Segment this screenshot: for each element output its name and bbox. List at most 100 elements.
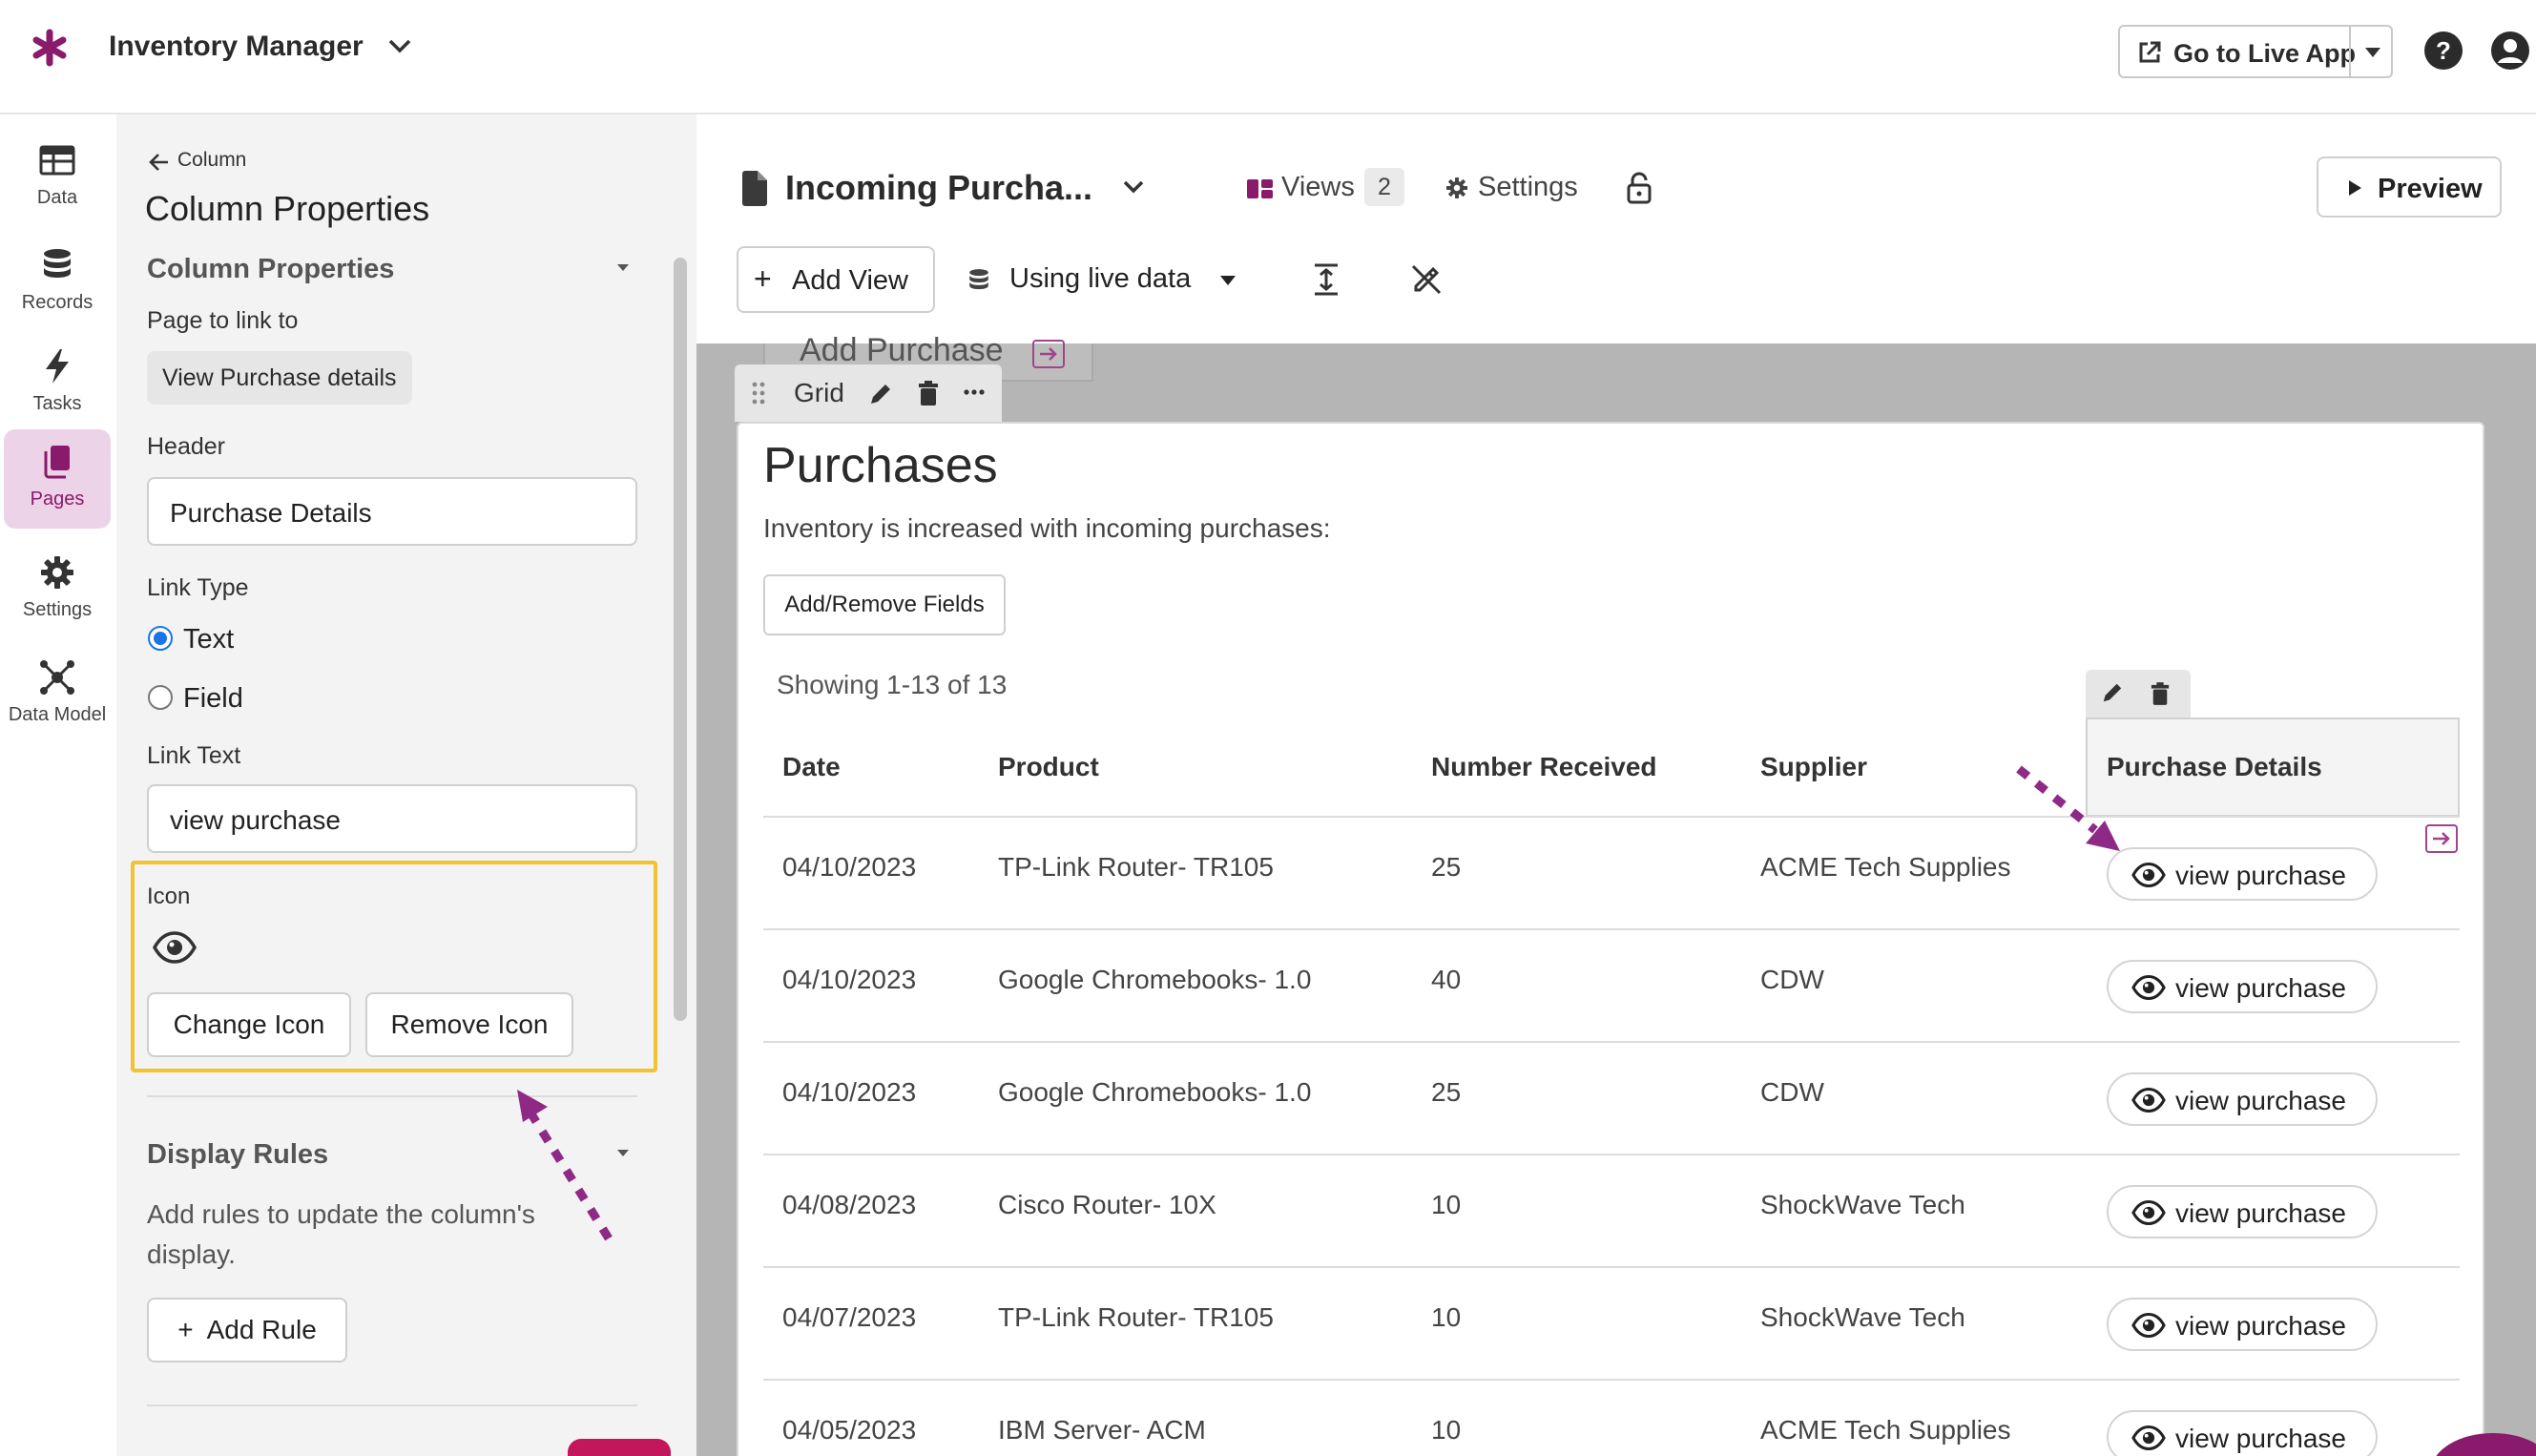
live-app-dropdown-icon[interactable] xyxy=(2364,47,2381,58)
go-to-live-app-button[interactable]: Go to Live App xyxy=(2118,25,2393,78)
link-text-input[interactable]: view purchase xyxy=(147,784,637,853)
cell-product: Google Chromebooks- 1.0 xyxy=(998,965,1312,994)
remove-icon-button[interactable]: Remove Icon xyxy=(365,992,573,1057)
back-to-column-link[interactable]: Column xyxy=(177,149,247,171)
column-header-number-received[interactable]: Number Received xyxy=(1431,752,1657,781)
eye-icon xyxy=(2131,1313,2166,1338)
change-icon-button[interactable]: Change Icon xyxy=(147,992,351,1057)
view-purchase-button[interactable]: view purchase xyxy=(2107,1298,2378,1351)
annotation-arrow-icon xyxy=(2013,763,2128,859)
lightning-icon xyxy=(46,349,69,384)
app-logo-icon[interactable] xyxy=(31,29,69,67)
cell-supplier: ACME Tech Supplies xyxy=(1760,1415,2011,1445)
cell-supplier: CDW xyxy=(1760,1077,1824,1107)
views-button[interactable]: Views xyxy=(1281,172,1355,202)
nav-item-label: Data Model xyxy=(8,704,107,725)
pages-icon xyxy=(44,446,70,479)
plus-icon: + xyxy=(754,261,772,296)
link-type-text-radio[interactable] xyxy=(148,626,173,651)
nav-item-data-model[interactable]: Data Model xyxy=(4,645,111,740)
cell-date: 04/07/2023 xyxy=(782,1302,917,1332)
link-type-field-radio[interactable] xyxy=(148,685,173,710)
page-editor-header xyxy=(696,114,2536,343)
nav-item-label: Data xyxy=(36,187,78,208)
settings-gear-icon xyxy=(1445,176,1469,200)
link-type-text-label[interactable]: Text xyxy=(183,624,235,655)
add-remove-fields-button[interactable]: Add/Remove Fields xyxy=(763,574,1006,635)
view-purchase-label: view purchase xyxy=(2175,1424,2346,1453)
add-view-button[interactable]: + Add View xyxy=(737,246,935,313)
icon-settings-highlight xyxy=(131,861,657,1072)
view-purchase-button[interactable]: view purchase xyxy=(2107,1410,2378,1456)
cell-product: TP-Link Router- TR105 xyxy=(998,1302,1274,1332)
link-type-field-label[interactable]: Field xyxy=(183,683,243,714)
eye-icon xyxy=(2131,1200,2166,1225)
nav-item-label: Tasks xyxy=(32,393,82,414)
column-header-purchase-details[interactable]: Purchase Details xyxy=(2107,752,2322,781)
page-name[interactable]: Incoming Purcha... xyxy=(785,168,1093,207)
help-icon[interactable]: ? xyxy=(2423,31,2463,71)
column-header-date[interactable]: Date xyxy=(782,752,841,781)
view-purchase-button[interactable]: view purchase xyxy=(2107,1072,2378,1126)
row-height-icon[interactable] xyxy=(1313,263,1340,296)
theme-brush-off-icon[interactable] xyxy=(1410,263,1443,296)
data-source-dropdown[interactable]: Using live data xyxy=(1009,263,1192,294)
nav-item-label: Pages xyxy=(30,489,85,510)
gear-icon xyxy=(41,556,73,589)
app-switcher-chevron-icon[interactable] xyxy=(387,38,412,55)
table-row: 04/10/2023 Google Chromebooks- 1.0 40 CDW vi… xyxy=(763,930,2460,1043)
nav-item-settings[interactable]: Settings xyxy=(4,540,111,635)
drag-handle-icon[interactable] xyxy=(752,382,765,405)
panel-title: Column Properties xyxy=(145,189,430,228)
display-rules-description-line: Add rules to update the column's xyxy=(147,1199,535,1229)
grid-view-toolbar[interactable]: Grid xyxy=(735,364,1002,422)
display-rules-title[interactable]: Display Rules xyxy=(147,1139,329,1170)
nav-item-data[interactable]: Data xyxy=(4,128,111,223)
header-input[interactable]: Purchase Details xyxy=(147,477,637,546)
view-purchase-button[interactable]: view purchase xyxy=(2107,847,2378,901)
cell-number-received: 10 xyxy=(1431,1190,1462,1219)
add-rule-button[interactable]: + Add Rule xyxy=(147,1298,347,1362)
save-button-partial[interactable] xyxy=(568,1439,671,1456)
nav-item-label: Records xyxy=(21,292,94,313)
delete-trash-icon[interactable] xyxy=(918,380,939,406)
view-purchase-button[interactable]: view purchase xyxy=(2107,960,2378,1013)
page-document-icon xyxy=(740,170,769,206)
eye-icon xyxy=(2131,1425,2166,1450)
table-row: 04/10/2023 Google Chromebooks- 1.0 25 CDW vi… xyxy=(763,1043,2460,1155)
view-purchase-label: view purchase xyxy=(2175,973,2346,1003)
top-bar xyxy=(0,0,2536,114)
view-purchase-button[interactable]: view purchase xyxy=(2107,1185,2378,1238)
app-title[interactable]: Inventory Manager xyxy=(109,31,364,62)
edit-pencil-icon[interactable] xyxy=(2101,681,2124,704)
column-properties-section-title[interactable]: Column Properties xyxy=(147,254,395,284)
page-settings-button[interactable]: Settings xyxy=(1478,172,1578,202)
delete-trash-icon[interactable] xyxy=(2151,681,2170,706)
cell-product: Google Chromebooks- 1.0 xyxy=(998,1077,1312,1107)
cell-number-received: 25 xyxy=(1431,852,1462,882)
data-source-dropdown-icon[interactable] xyxy=(1219,275,1237,286)
column-header-product[interactable]: Product xyxy=(998,752,1099,781)
lock-icon[interactable] xyxy=(1626,172,1653,204)
eye-icon xyxy=(153,931,197,964)
more-options-icon[interactable] xyxy=(964,389,985,395)
collapse-display-rules-icon[interactable] xyxy=(616,1149,630,1158)
back-arrow-icon[interactable] xyxy=(149,153,170,172)
page-switcher-chevron-icon[interactable] xyxy=(1122,179,1145,195)
column-edit-toolbar[interactable] xyxy=(2086,670,2191,718)
page-link-chip[interactable]: View Purchase details xyxy=(147,351,412,405)
purchases-grid-card xyxy=(737,422,2484,1456)
nav-item-records[interactable]: Records xyxy=(4,233,111,328)
data-model-icon xyxy=(40,660,74,695)
user-avatar-icon[interactable] xyxy=(2490,31,2530,71)
collapse-section-icon[interactable] xyxy=(616,263,630,273)
preview-button[interactable]: Preview xyxy=(2317,156,2502,218)
panel-scrollbar[interactable] xyxy=(674,258,687,1021)
table-row: 04/08/2023 Cisco Router- 10X 10 ShockWave T… xyxy=(763,1155,2460,1268)
icon-label: Icon xyxy=(147,884,191,909)
edit-pencil-icon[interactable] xyxy=(868,382,893,406)
nav-item-tasks[interactable]: Tasks xyxy=(4,334,111,429)
nav-item-pages[interactable]: Pages xyxy=(4,429,111,529)
cell-product: Cisco Router- 10X xyxy=(998,1190,1216,1219)
column-header-supplier[interactable]: Supplier xyxy=(1760,752,1868,781)
